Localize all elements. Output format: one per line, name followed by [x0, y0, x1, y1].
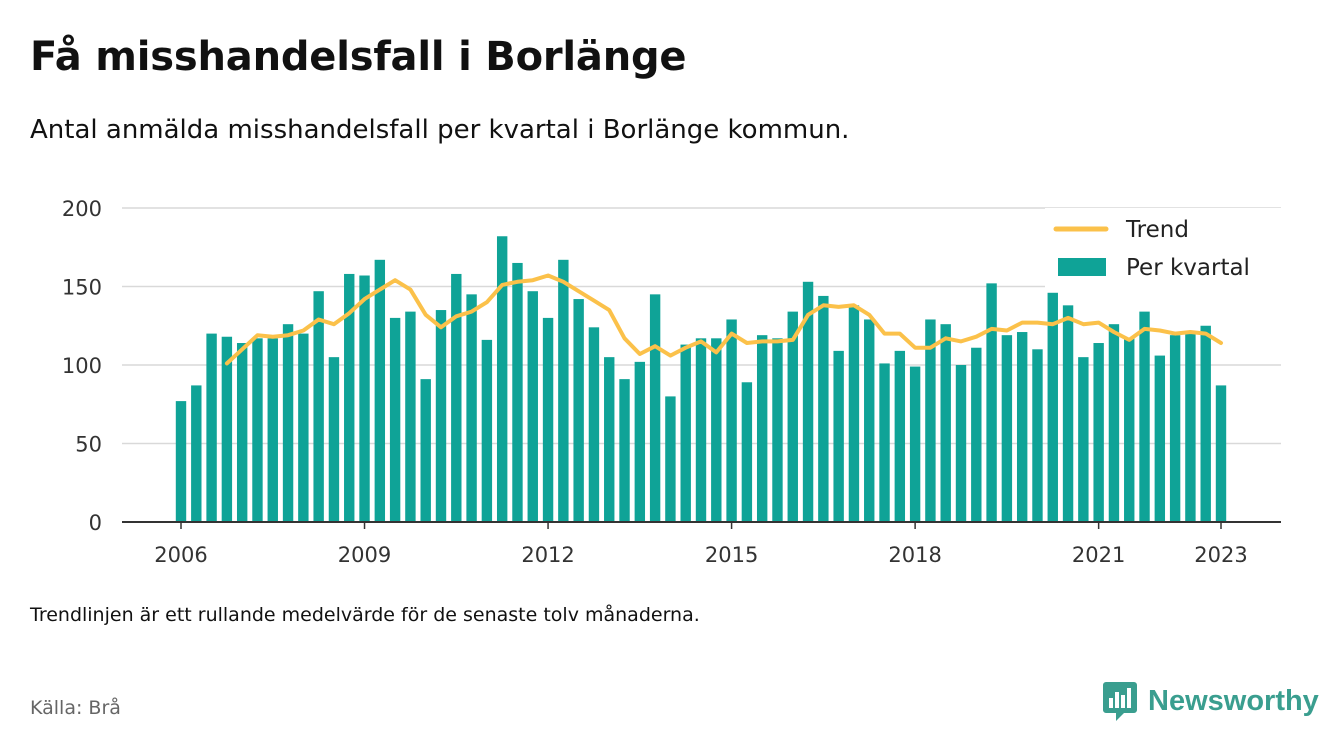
bar: [1185, 333, 1196, 522]
bar: [1001, 335, 1013, 522]
bar: [328, 357, 340, 522]
x-tick-label: 2018: [888, 543, 941, 567]
bar: [344, 273, 355, 522]
bar: [726, 319, 737, 522]
bar: [604, 357, 615, 522]
bar: [405, 311, 416, 522]
bar: [1093, 343, 1104, 522]
bar: [665, 396, 676, 522]
y-tick-label: 200: [62, 197, 102, 221]
x-tick-label: 2023: [1194, 543, 1247, 567]
bar: [175, 401, 187, 522]
bar: [1139, 311, 1150, 522]
bar: [1078, 357, 1089, 522]
bar: [512, 262, 523, 522]
bar: [1032, 349, 1043, 522]
bar: [451, 273, 462, 522]
bar: [680, 344, 691, 522]
trend-line: [224, 273, 1223, 366]
bar: [986, 283, 997, 522]
brand-name: Newsworthy: [1148, 684, 1319, 717]
chart-subtitle: Antal anmälda misshandelsfall per kvarta…: [30, 115, 850, 145]
source-label: Källa: Brå: [30, 697, 121, 719]
bar: [909, 366, 921, 522]
bar: [711, 338, 722, 522]
bar: [971, 347, 982, 522]
y-tick-label: 50: [75, 433, 102, 457]
legend-bar-swatch: [1058, 258, 1106, 276]
bar: [818, 295, 829, 522]
bar: [940, 324, 951, 522]
bar: [1124, 338, 1135, 522]
bar: [435, 310, 447, 522]
bar: [298, 333, 309, 522]
bar: [588, 327, 600, 522]
y-tick-label: 0: [89, 511, 102, 535]
y-tick-label: 150: [62, 276, 102, 300]
brand-logo: Newsworthy: [1102, 680, 1319, 722]
bar: [236, 343, 248, 522]
bar: [267, 338, 278, 522]
bar: [558, 259, 569, 522]
bar: [1062, 305, 1074, 522]
bar: [1154, 355, 1166, 522]
bar: [466, 294, 477, 522]
bar: [619, 379, 630, 522]
bar: [649, 294, 661, 522]
bar: [420, 379, 431, 522]
bar: [833, 350, 844, 522]
x-tick-label: 2021: [1072, 543, 1125, 567]
bar: [848, 305, 860, 522]
x-tick-label: 2012: [521, 543, 574, 567]
legend-bar-label: Per kvartal: [1126, 255, 1250, 281]
y-tick-label: 100: [62, 354, 102, 378]
bar: [542, 317, 554, 522]
x-ticks: 2006 2009 2012 2015 2018 2021 2023: [154, 522, 1248, 567]
bar: [894, 350, 906, 522]
legend: Trend Per kvartal: [1045, 208, 1287, 288]
footnote: Trendlinjen är ett rullande medelvärde f…: [30, 604, 700, 626]
bar: [787, 311, 798, 522]
bar: [864, 319, 875, 522]
bar: [359, 275, 370, 522]
bar: [313, 291, 324, 522]
chart-title: Få misshandelsfall i Borlänge: [30, 34, 687, 80]
bar: [206, 333, 217, 522]
bar: [389, 317, 401, 522]
bar: [802, 281, 814, 522]
bar: [496, 236, 508, 522]
bar: [221, 336, 233, 522]
bar: [374, 259, 386, 522]
bar: [1169, 335, 1181, 522]
bar: [252, 338, 263, 522]
bar-series: [175, 236, 1227, 522]
bar: [481, 339, 493, 522]
bar: [282, 324, 294, 522]
bar: [925, 319, 936, 522]
bar: [756, 335, 768, 522]
bar: [1200, 325, 1211, 522]
bar: [1215, 385, 1227, 522]
x-tick-label: 2006: [154, 543, 207, 567]
y-ticks: 0 50 100 150 200: [62, 197, 102, 535]
bar: [527, 291, 538, 522]
bar: [1016, 332, 1028, 522]
bar: [695, 338, 707, 522]
bar: [772, 338, 783, 522]
newsworthy-logo-icon: [1103, 682, 1137, 721]
bar: [191, 385, 202, 522]
bar: [1108, 324, 1120, 522]
bar: [955, 365, 967, 522]
x-tick-label: 2009: [338, 543, 391, 567]
bar: [1047, 292, 1058, 522]
x-tick-label: 2015: [705, 543, 758, 567]
bar: [741, 382, 753, 522]
bar-chart: 2006 2009 2012 2015 2018 2021 2023 0 50 100 150 20…: [62, 197, 1287, 567]
bar: [634, 361, 646, 522]
bar: [879, 363, 890, 522]
legend-trend-label: Trend: [1125, 217, 1189, 243]
bar: [573, 299, 584, 522]
